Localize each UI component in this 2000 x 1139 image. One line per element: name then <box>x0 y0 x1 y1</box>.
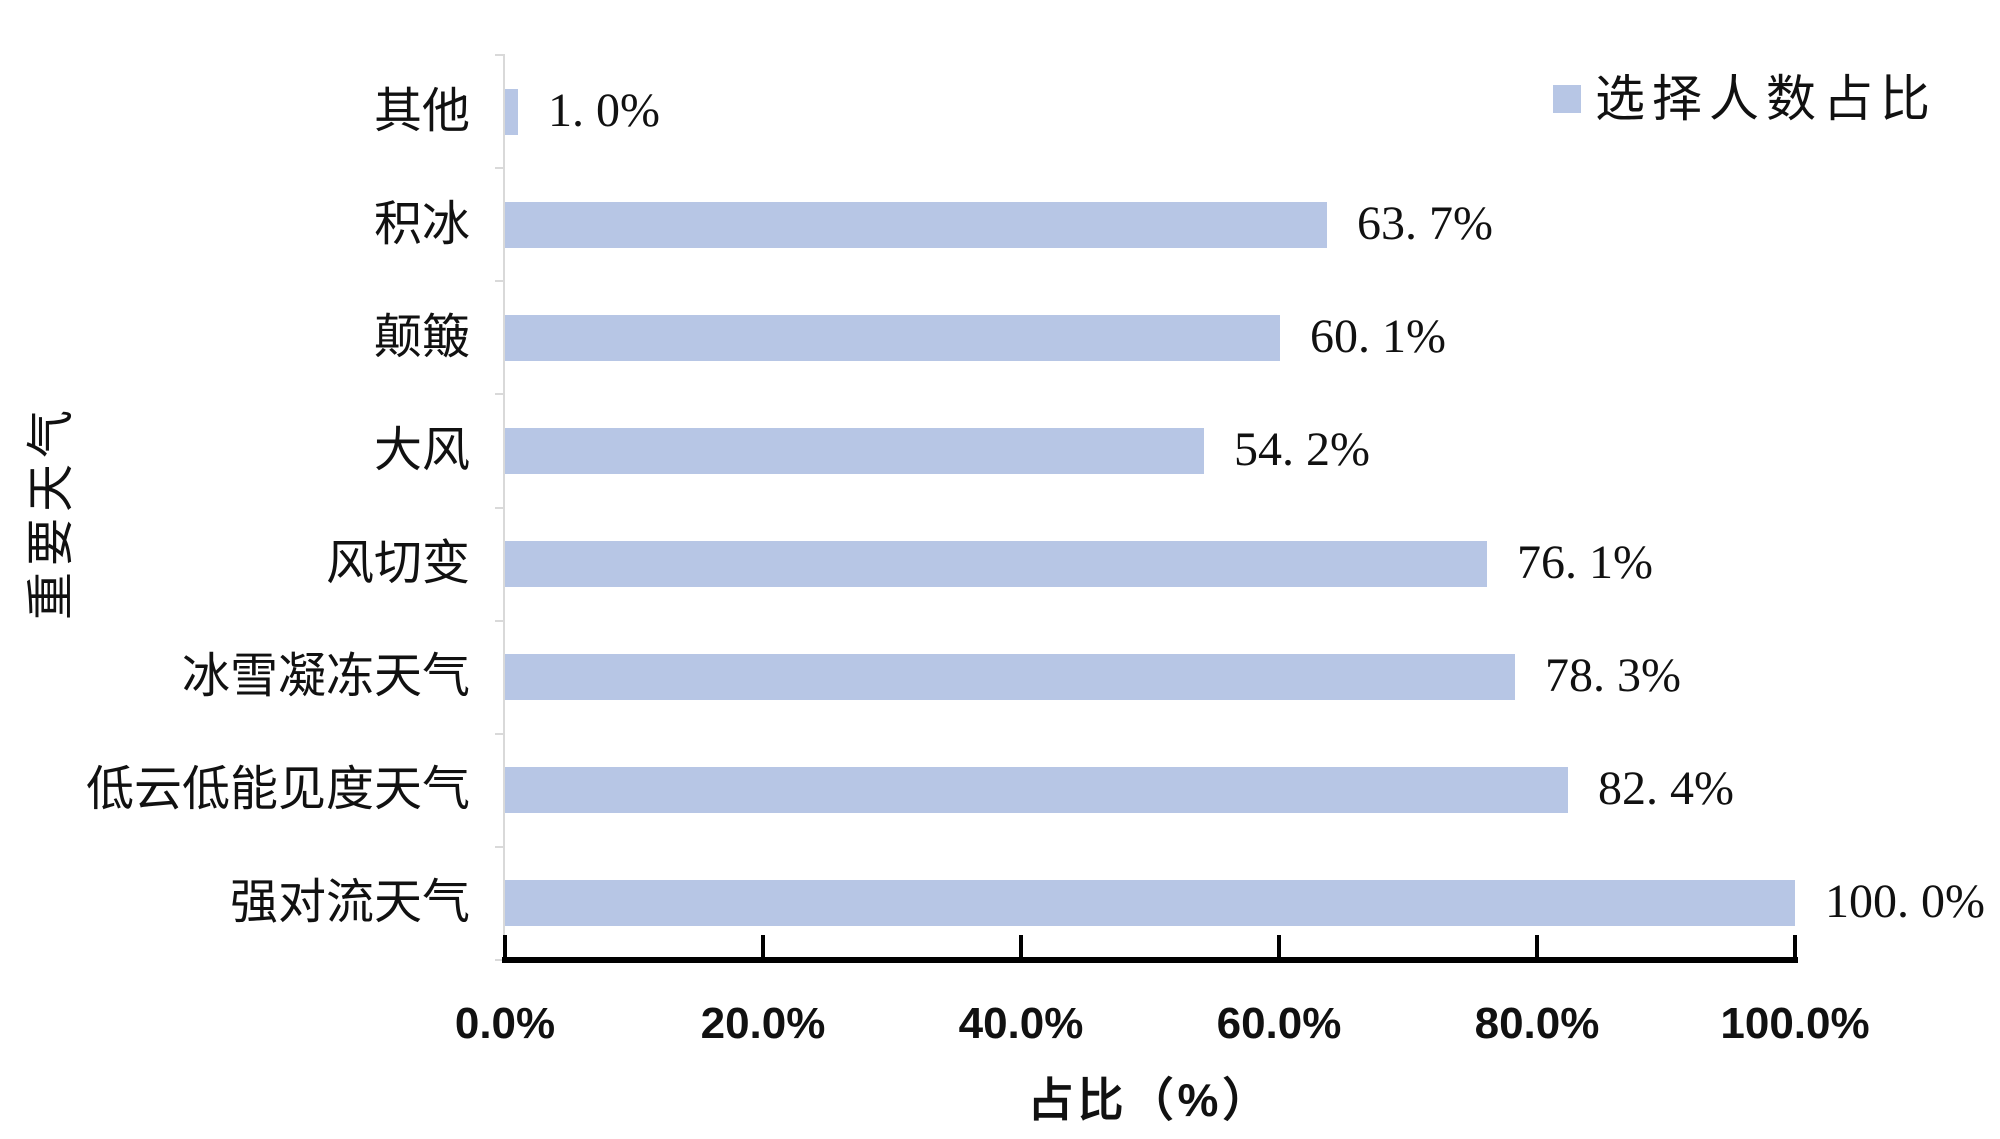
bar <box>505 767 1568 814</box>
bar <box>505 654 1515 701</box>
x-axis-tick <box>503 935 507 957</box>
value-label: 100. 0% <box>1825 875 1985 929</box>
x-axis-tick <box>1277 935 1281 957</box>
category-label: 强对流天气 <box>229 876 470 930</box>
x-axis-tick <box>1535 935 1539 957</box>
legend-swatch <box>1553 85 1581 113</box>
category-label: 积冰 <box>373 197 470 251</box>
category-axis-tick <box>495 280 505 283</box>
category-axis-tick <box>495 959 505 961</box>
bar <box>505 427 1204 474</box>
y-axis-title: 重要天气 <box>25 403 78 621</box>
x-axis-tick-label: 60.0% <box>1216 999 1342 1048</box>
value-label: 60. 1% <box>1310 309 1446 363</box>
legend: 选择人数占比 <box>1553 74 1937 124</box>
category-axis-tick <box>495 54 505 56</box>
category-axis-tick <box>495 393 505 396</box>
x-axis-tick-label: 80.0% <box>1474 999 1600 1048</box>
x-axis-line <box>502 957 1798 963</box>
category-label: 颠簸 <box>373 310 470 364</box>
category-label: 低云低能见度天气 <box>85 763 470 817</box>
bar <box>505 541 1487 588</box>
value-label: 1. 0% <box>548 83 660 137</box>
bar <box>505 88 518 135</box>
x-axis-tick <box>1793 935 1797 957</box>
category-axis-tick <box>495 732 505 735</box>
value-label: 78. 3% <box>1545 649 1681 703</box>
x-axis-tick-label: 0.0% <box>454 999 556 1048</box>
category-axis-tick <box>495 619 505 622</box>
category-axis-tick <box>495 845 505 848</box>
x-axis-tick-label: 20.0% <box>700 999 826 1048</box>
bar <box>505 201 1327 248</box>
category-label: 大风 <box>373 423 470 477</box>
value-label: 54. 2% <box>1234 422 1370 476</box>
value-label: 63. 7% <box>1357 196 1493 250</box>
value-label: 76. 1% <box>1517 536 1653 590</box>
bar <box>505 314 1280 361</box>
bar <box>505 880 1795 927</box>
x-axis-tick-label: 40.0% <box>958 999 1084 1048</box>
value-label: 82. 4% <box>1598 762 1734 816</box>
x-axis-title: 占比（%） <box>1027 1074 1273 1126</box>
category-label: 其他 <box>373 84 470 138</box>
legend-label: 选择人数占比 <box>1595 71 1937 127</box>
x-axis-tick <box>1019 935 1023 957</box>
x-axis-tick-label: 100.0% <box>1720 999 1870 1048</box>
category-axis-tick <box>495 506 505 509</box>
category-label: 风切变 <box>325 537 470 591</box>
category-axis-tick <box>495 167 505 170</box>
x-axis-tick <box>761 935 765 957</box>
category-label: 冰雪凝冻天气 <box>181 650 470 704</box>
